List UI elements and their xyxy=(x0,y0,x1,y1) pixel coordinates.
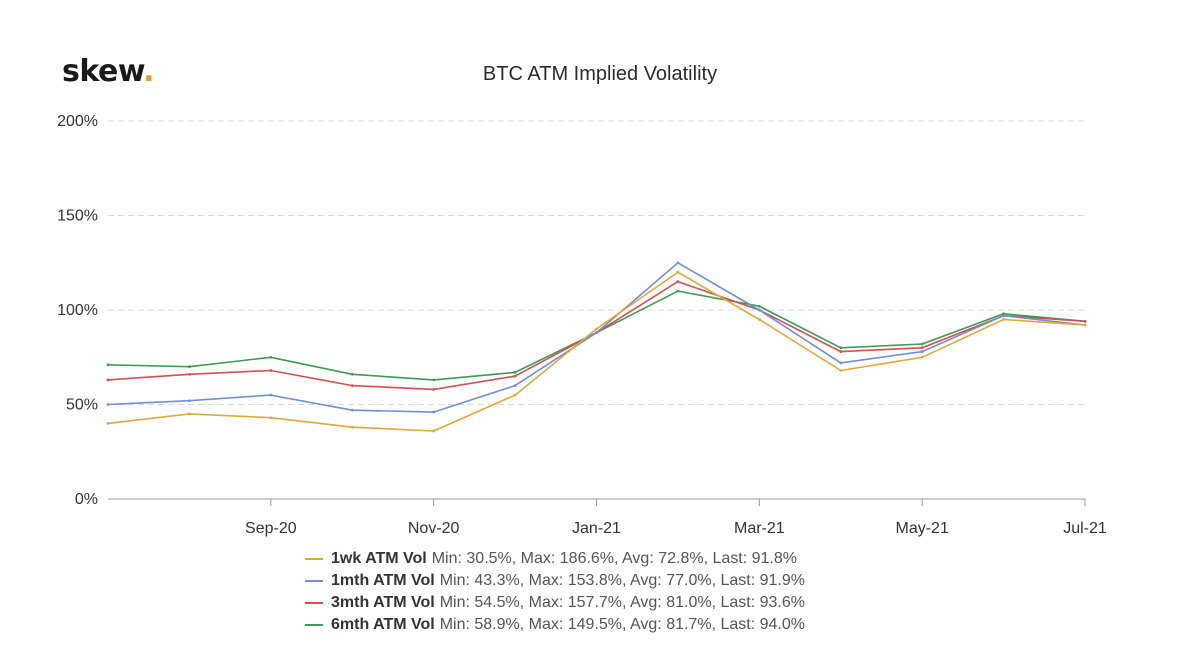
data-point xyxy=(676,289,680,293)
data-point xyxy=(188,365,191,369)
data-point xyxy=(106,422,110,425)
logo-dot: . xyxy=(143,54,155,89)
data-point xyxy=(432,378,436,382)
legend-item-6mth[interactable]: 6mth ATM Vol Min: 58.9%, Max: 149.5%, Avg… xyxy=(305,614,805,636)
x-tick-label: May-21 xyxy=(895,520,948,537)
chart-legend: 1wk ATM Vol Min: 30.5%, Max: 186.6%, Avg:… xyxy=(305,548,805,636)
data-point xyxy=(269,393,273,397)
logo-text: skew xyxy=(62,54,144,89)
legend-swatch xyxy=(305,602,323,604)
legend-item-1mth[interactable]: 1mth ATM Vol Min: 43.3%, Max: 153.8%, Avg… xyxy=(305,570,805,592)
data-point xyxy=(513,370,517,374)
y-tick-label: 50% xyxy=(66,397,98,414)
data-point xyxy=(839,350,843,353)
data-point xyxy=(350,372,354,376)
legend-stats: Min: 54.5%, Max: 157.7%, Avg: 81.0%, Las… xyxy=(439,594,805,611)
data-point xyxy=(513,393,517,397)
data-point xyxy=(595,331,598,335)
data-point xyxy=(1083,323,1087,327)
data-point xyxy=(269,355,273,359)
legend-label: 3mth ATM Vol xyxy=(331,594,435,611)
x-tick-label: Mar-21 xyxy=(734,520,785,537)
data-point xyxy=(513,374,517,378)
y-axis: 0% 50% 100% 150% 200% xyxy=(57,113,98,508)
data-point xyxy=(839,369,843,372)
x-tick-label: Jul-21 xyxy=(1063,520,1107,537)
data-point xyxy=(350,425,354,429)
data-point xyxy=(1002,314,1005,318)
legend-label: 1wk ATM Vol xyxy=(331,550,427,567)
data-point xyxy=(920,346,924,350)
legend-item-3mth[interactable]: 3mth ATM Vol Min: 54.5%, Max: 157.7%, Avg… xyxy=(305,592,805,614)
data-point xyxy=(350,384,354,387)
data-point xyxy=(595,327,598,331)
y-tick-label: 150% xyxy=(57,208,98,225)
x-tick-label: Nov-20 xyxy=(408,520,460,537)
data-point xyxy=(1083,319,1087,323)
data-point xyxy=(269,369,273,372)
data-point xyxy=(350,408,354,412)
data-point xyxy=(757,304,761,308)
legend-item-1wk[interactable]: 1wk ATM Vol Min: 30.5%, Max: 186.6%, Avg:… xyxy=(305,548,805,570)
data-point xyxy=(676,280,680,284)
legend-stats: Min: 30.5%, Max: 186.6%, Avg: 72.8%, Las… xyxy=(431,550,797,567)
data-point xyxy=(676,270,680,274)
x-axis: Sep-20 Nov-20 Jan-21 Mar-21 May-21 Jul-21 xyxy=(108,498,1107,537)
legend-stats: Min: 43.3%, Max: 153.8%, Avg: 77.0%, Las… xyxy=(439,572,805,589)
data-point xyxy=(513,384,517,387)
series-line-6mth xyxy=(107,290,1086,381)
data-point xyxy=(188,399,191,403)
data-point xyxy=(839,361,843,365)
data-point xyxy=(188,412,191,416)
data-point xyxy=(432,410,436,414)
legend-swatch xyxy=(305,558,323,560)
data-point xyxy=(920,350,924,353)
x-tick-label: Sep-20 xyxy=(245,520,297,537)
data-point xyxy=(269,416,273,420)
data-point xyxy=(676,261,680,265)
data-point xyxy=(920,355,924,359)
series-line-3mth xyxy=(107,280,1086,391)
grid-lines xyxy=(108,120,1085,405)
data-point xyxy=(432,429,436,433)
data-point xyxy=(106,378,110,382)
data-point xyxy=(188,372,191,376)
x-tick-label: Jan-21 xyxy=(572,520,621,537)
data-point xyxy=(432,387,436,391)
y-tick-label: 100% xyxy=(57,302,98,319)
data-point xyxy=(920,342,924,346)
skew-logo: skew. xyxy=(62,54,155,89)
data-point xyxy=(1002,318,1005,321)
data-point xyxy=(106,363,110,367)
legend-swatch xyxy=(305,624,323,626)
chart-title: BTC ATM Implied Volatility xyxy=(482,63,718,85)
series-lines xyxy=(106,261,1087,433)
legend-label: 1mth ATM Vol xyxy=(331,572,435,589)
legend-label: 6mth ATM Vol xyxy=(331,616,435,633)
y-tick-label: 200% xyxy=(57,113,98,130)
legend-swatch xyxy=(305,580,323,582)
series-line-1wk xyxy=(107,271,1086,432)
y-tick-label: 0% xyxy=(75,491,98,508)
legend-stats: Min: 58.9%, Max: 149.5%, Avg: 81.7%, Las… xyxy=(439,616,805,633)
data-point xyxy=(757,318,761,321)
data-point xyxy=(839,346,843,350)
data-point xyxy=(757,308,761,312)
data-point xyxy=(106,403,110,406)
